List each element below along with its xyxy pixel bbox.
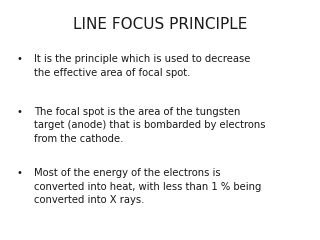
Text: Most of the energy of the electrons is
converted into heat, with less than 1 % b: Most of the energy of the electrons is c… [34,168,261,205]
Text: LINE FOCUS PRINCIPLE: LINE FOCUS PRINCIPLE [73,17,247,32]
Text: It is the principle which is used to decrease
the effective area of focal spot.: It is the principle which is used to dec… [34,54,250,78]
Text: The focal spot is the area of the tungsten
target (anode) that is bombarded by e: The focal spot is the area of the tungst… [34,107,265,144]
Text: •: • [16,107,22,117]
Text: •: • [16,168,22,178]
Text: •: • [16,54,22,64]
